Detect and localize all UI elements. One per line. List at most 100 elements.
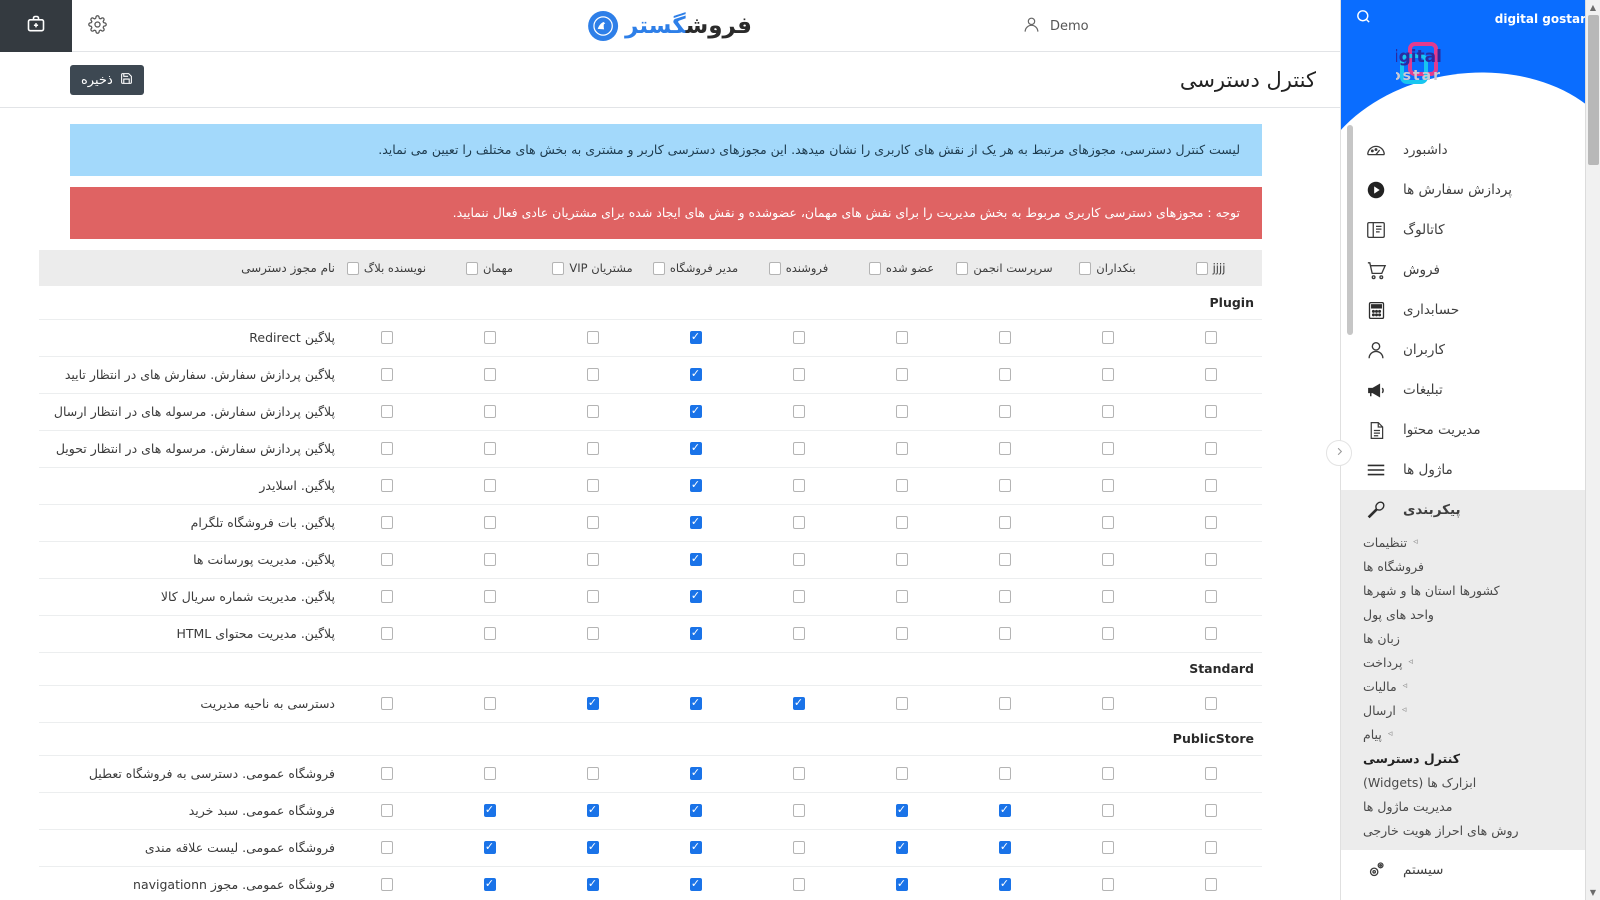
permission-checkbox[interactable] — [895, 442, 908, 455]
permission-checkbox[interactable] — [689, 626, 702, 640]
permission-checkbox[interactable] — [586, 803, 599, 817]
sidebar-item-4[interactable]: حسابداری — [1341, 290, 1600, 330]
permission-checkbox[interactable] — [1101, 442, 1114, 455]
sidebar-subitem-0[interactable]: تنظیمات ◃ — [1341, 530, 1600, 554]
permission-checkbox[interactable] — [689, 404, 702, 418]
sidebar-item-config[interactable]: پیکربندی — [1341, 490, 1600, 530]
column-select-all-checkbox[interactable] — [768, 261, 781, 275]
permission-checkbox[interactable] — [998, 516, 1011, 529]
permission-checkbox[interactable] — [689, 367, 702, 381]
permission-checkbox[interactable] — [380, 697, 393, 710]
permission-checkbox[interactable] — [689, 589, 702, 603]
permission-checkbox[interactable] — [586, 553, 599, 566]
permission-checkbox[interactable] — [380, 841, 393, 854]
sidebar-subitem-12[interactable]: روش های احراز هویت خارجی◃ — [1341, 818, 1600, 842]
permission-checkbox[interactable] — [792, 804, 805, 817]
permission-checkbox[interactable] — [586, 405, 599, 418]
sidebar-scrollbar-thumb[interactable] — [1347, 125, 1353, 335]
permission-checkbox[interactable] — [792, 553, 805, 566]
permission-checkbox[interactable] — [380, 804, 393, 817]
sidebar-item-system[interactable]: سیستم — [1341, 850, 1600, 890]
permission-checkbox[interactable] — [1101, 553, 1114, 566]
permission-checkbox[interactable] — [586, 627, 599, 640]
permission-checkbox[interactable] — [689, 840, 702, 854]
permission-checkbox[interactable] — [1204, 405, 1217, 418]
permission-checkbox[interactable] — [380, 627, 393, 640]
sidebar-item-7[interactable]: مدیریت محتوا — [1341, 410, 1600, 450]
sidebar-subitem-6[interactable]: مالیات ◃ — [1341, 674, 1600, 698]
permission-checkbox[interactable] — [792, 516, 805, 529]
permission-checkbox[interactable] — [792, 878, 805, 891]
sidebar-item-1[interactable]: پردازش سفارش ها — [1341, 170, 1600, 210]
permission-checkbox[interactable] — [689, 877, 702, 891]
page-scrollbar-thumb[interactable] — [1588, 15, 1599, 165]
sidebar-subitem-9[interactable]: کنترل دسترسی◃ — [1341, 746, 1600, 770]
permission-checkbox[interactable] — [792, 590, 805, 603]
scroll-down-arrow[interactable]: ▼ — [1589, 888, 1597, 897]
brand-logo[interactable]: فروشگستر — [588, 0, 752, 52]
sidebar-subitem-2[interactable]: کشورها استان ها و شهرها◃ — [1341, 578, 1600, 602]
sidebar-item-3[interactable]: فروش — [1341, 250, 1600, 290]
page-scrollbar[interactable]: ▲ ▼ — [1585, 0, 1600, 900]
permission-checkbox[interactable] — [895, 479, 908, 492]
permission-checkbox[interactable] — [483, 442, 496, 455]
sidebar-scrollbar[interactable] — [1347, 125, 1353, 900]
column-select-all-checkbox[interactable] — [1195, 261, 1208, 275]
column-select-all-checkbox[interactable] — [868, 261, 881, 275]
permission-checkbox[interactable] — [1101, 516, 1114, 529]
permission-checkbox[interactable] — [483, 803, 496, 817]
permission-checkbox[interactable] — [586, 840, 599, 854]
sidebar-subitem-4[interactable]: زبان ها◃ — [1341, 626, 1600, 650]
permission-checkbox[interactable] — [1101, 767, 1114, 780]
permission-checkbox[interactable] — [792, 331, 805, 344]
permission-checkbox[interactable] — [998, 803, 1011, 817]
permission-checkbox[interactable] — [1204, 331, 1217, 344]
permission-checkbox[interactable] — [483, 877, 496, 891]
sidebar-collapse-toggle[interactable] — [1326, 440, 1352, 466]
permission-checkbox[interactable] — [483, 590, 496, 603]
save-button[interactable]: ذخیره — [70, 65, 144, 95]
permission-checkbox[interactable] — [792, 442, 805, 455]
permission-checkbox[interactable] — [998, 767, 1011, 780]
permission-checkbox[interactable] — [689, 441, 702, 455]
sidebar-item-8[interactable]: ماژول ها — [1341, 450, 1600, 490]
column-select-all-checkbox[interactable] — [346, 261, 359, 275]
permission-checkbox[interactable] — [483, 479, 496, 492]
permission-checkbox[interactable] — [689, 766, 702, 780]
permission-checkbox[interactable] — [483, 516, 496, 529]
permission-checkbox[interactable] — [895, 553, 908, 566]
permission-checkbox[interactable] — [1101, 878, 1114, 891]
permission-checkbox[interactable] — [1101, 697, 1114, 710]
permission-checkbox[interactable] — [1204, 627, 1217, 640]
permission-checkbox[interactable] — [1204, 804, 1217, 817]
search-icon[interactable] — [1355, 8, 1372, 29]
permission-checkbox[interactable] — [1101, 627, 1114, 640]
permission-checkbox[interactable] — [998, 479, 1011, 492]
permission-checkbox[interactable] — [1204, 841, 1217, 854]
permission-checkbox[interactable] — [895, 331, 908, 344]
permission-checkbox[interactable] — [895, 697, 908, 710]
permission-checkbox[interactable] — [895, 590, 908, 603]
permission-checkbox[interactable] — [689, 696, 702, 710]
sidebar-subitem-7[interactable]: ارسال ◃ — [1341, 698, 1600, 722]
permission-checkbox[interactable] — [1204, 553, 1217, 566]
permission-checkbox[interactable] — [689, 478, 702, 492]
permission-checkbox[interactable] — [586, 696, 599, 710]
sidebar-item-2[interactable]: کاتالوگ — [1341, 210, 1600, 250]
permission-checkbox[interactable] — [380, 442, 393, 455]
permission-checkbox[interactable] — [483, 767, 496, 780]
sidebar-subitem-3[interactable]: واحد های پول◃ — [1341, 602, 1600, 626]
permission-checkbox[interactable] — [586, 442, 599, 455]
permission-checkbox[interactable] — [689, 552, 702, 566]
permission-checkbox[interactable] — [998, 697, 1011, 710]
sidebar-item-5[interactable]: کاربران — [1341, 330, 1600, 370]
permission-checkbox[interactable] — [792, 368, 805, 381]
permission-checkbox[interactable] — [380, 479, 393, 492]
permission-checkbox[interactable] — [895, 405, 908, 418]
permission-checkbox[interactable] — [483, 553, 496, 566]
permission-checkbox[interactable] — [998, 405, 1011, 418]
permission-checkbox[interactable] — [483, 840, 496, 854]
permission-checkbox[interactable] — [1204, 516, 1217, 529]
permission-checkbox[interactable] — [1204, 442, 1217, 455]
permission-checkbox[interactable] — [1101, 804, 1114, 817]
